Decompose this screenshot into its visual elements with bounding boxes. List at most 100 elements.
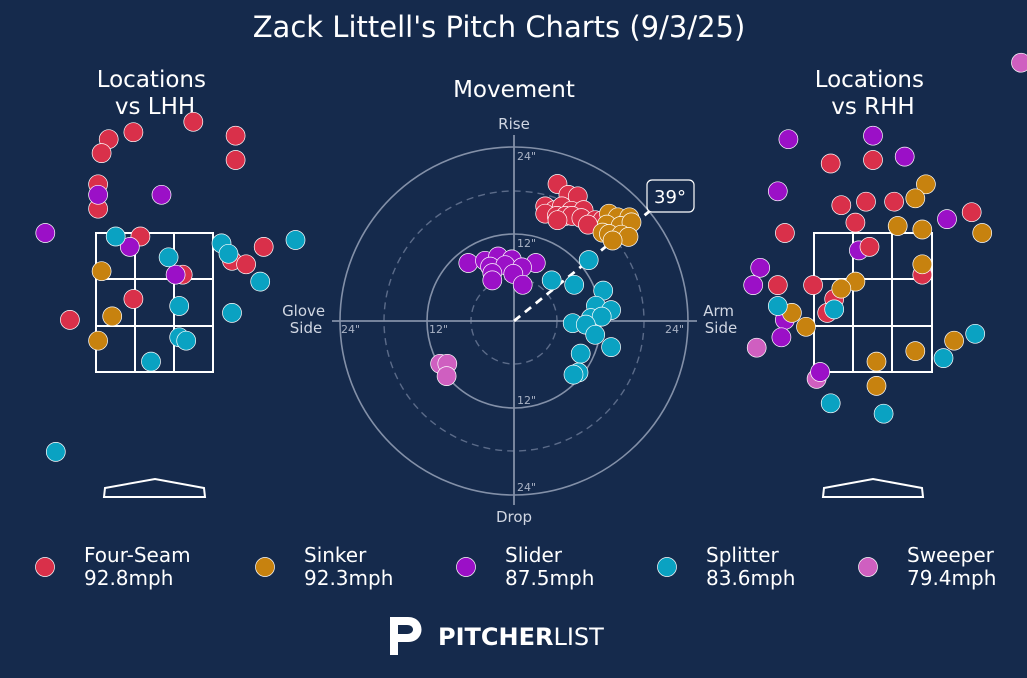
brand-wordmark: PITCHERLIST bbox=[438, 623, 604, 651]
drop-label: Drop bbox=[496, 508, 532, 526]
rhh-pitch-point bbox=[768, 276, 787, 295]
rhh-pitch-point bbox=[779, 130, 798, 149]
rhh-pitch-point bbox=[913, 220, 932, 239]
legend-pitch-speed: 87.5mph bbox=[505, 566, 594, 590]
figure-title: Zack Littell's Pitch Charts (9/3/25) bbox=[253, 10, 746, 44]
brand-pitcher: PITCHER bbox=[438, 623, 553, 651]
rhh-pitch-point bbox=[832, 196, 851, 215]
lhh-pitch-point bbox=[106, 227, 125, 246]
rhh-pitch-point bbox=[867, 376, 886, 395]
legend-pitch-name: Four-Seam bbox=[84, 543, 191, 567]
rhh-pitch-point bbox=[874, 404, 893, 423]
lhh-pitch-point bbox=[170, 297, 189, 316]
lhh-pitch-point bbox=[142, 352, 161, 371]
lhh-pitch-point bbox=[177, 331, 196, 350]
arm-side-line-2: Side bbox=[705, 319, 737, 337]
rhh-pitch-point bbox=[797, 317, 816, 336]
legend-pitch-name: Sinker bbox=[304, 543, 367, 567]
movement-pitch-point bbox=[603, 231, 622, 250]
rhh-pitch-point bbox=[825, 300, 844, 319]
glove-side-line-2: Side bbox=[290, 319, 322, 337]
rhh-panel-title: Locations vs RHH bbox=[815, 67, 932, 120]
movement-pitch-point bbox=[459, 254, 478, 273]
legend-marker bbox=[36, 558, 55, 577]
legend-pitch-speed: 92.3mph bbox=[304, 566, 393, 590]
lhh-pitch-point bbox=[60, 310, 79, 329]
movement-pitch-point bbox=[437, 367, 456, 386]
rhh-pitch-point bbox=[945, 331, 964, 350]
legend-marker bbox=[256, 558, 275, 577]
movement-pitch-point bbox=[542, 271, 561, 290]
rhh-pitch-point bbox=[768, 182, 787, 201]
legend-pitch-name: Slider bbox=[505, 543, 563, 567]
rhh-pitch-point bbox=[811, 363, 830, 382]
lhh-title-line-2: vs LHH bbox=[115, 94, 195, 120]
arm-side-line-1: Arm bbox=[703, 302, 734, 320]
rhh-pitch-point bbox=[1012, 53, 1027, 72]
rhh-pitch-point bbox=[768, 297, 787, 316]
rhh-pitch-point bbox=[772, 328, 791, 347]
rhh-pitch-point bbox=[832, 279, 851, 298]
rhh-pitch-point bbox=[888, 217, 907, 236]
lhh-pitch-point bbox=[166, 265, 185, 284]
movement-pitch-point bbox=[548, 211, 567, 230]
ring-label-bottom-24: 24" bbox=[517, 481, 536, 494]
lhh-pitch-point bbox=[237, 255, 256, 274]
ring-label-left-24: 24" bbox=[341, 323, 360, 336]
rhh-title-line-1: Locations bbox=[815, 67, 924, 93]
lhh-pitch-point bbox=[103, 307, 122, 326]
lhh-pitch-point bbox=[36, 224, 55, 243]
lhh-pitch-point bbox=[219, 244, 238, 263]
rhh-pitch-point bbox=[966, 324, 985, 343]
brand-list: LIST bbox=[553, 623, 604, 651]
lhh-title-line-1: Locations bbox=[97, 67, 206, 93]
rhh-pitch-point bbox=[821, 394, 840, 413]
legend-pitch-name: Sweeper bbox=[907, 543, 995, 567]
legend-pitch-speed: 83.6mph bbox=[706, 566, 795, 590]
ring-label-top-12: 12" bbox=[517, 237, 536, 250]
rhh-pitch-point bbox=[846, 213, 865, 232]
movement-pitch-point bbox=[513, 275, 532, 294]
rhh-pitch-point bbox=[751, 258, 770, 277]
legend-marker bbox=[859, 558, 878, 577]
rhh-pitch-point bbox=[864, 151, 883, 170]
rhh-title-line-2: vs RHH bbox=[831, 94, 914, 120]
lhh-pitch-point bbox=[159, 248, 178, 267]
movement-pitch-point bbox=[571, 344, 590, 363]
lhh-pitch-point bbox=[254, 237, 273, 256]
legend-marker bbox=[457, 558, 476, 577]
movement-pitch-point bbox=[564, 365, 583, 384]
rhh-pitch-point bbox=[804, 276, 823, 295]
lhh-pitch-point bbox=[89, 331, 108, 350]
movement-pitch-point bbox=[602, 338, 621, 357]
rhh-pitch-point bbox=[867, 352, 886, 371]
rhh-pitch-point bbox=[744, 276, 763, 295]
lhh-pitch-point bbox=[46, 442, 65, 461]
legend-pitch-speed: 92.8mph bbox=[84, 566, 173, 590]
rhh-pitch-point bbox=[857, 192, 876, 211]
lhh-pitch-point bbox=[251, 272, 270, 291]
ring-label-right-24: 24" bbox=[665, 323, 684, 336]
lhh-pitch-point bbox=[124, 290, 143, 309]
rhh-pitch-point bbox=[913, 255, 932, 274]
movement-pitch-point bbox=[586, 325, 605, 344]
rise-label: Rise bbox=[498, 115, 530, 133]
rhh-pitch-point bbox=[895, 147, 914, 166]
movement-pitch-point bbox=[565, 275, 584, 294]
lhh-pitch-point bbox=[226, 126, 245, 145]
rhh-pitch-point bbox=[934, 349, 953, 368]
legend-pitch-speed: 79.4mph bbox=[907, 566, 996, 590]
lhh-pitch-point bbox=[184, 112, 203, 131]
lhh-pitch-point bbox=[152, 185, 171, 204]
ring-label-top-24: 24" bbox=[517, 150, 536, 163]
lhh-pitch-point bbox=[226, 151, 245, 170]
rhh-pitch-point bbox=[906, 189, 925, 208]
legend-pitch-name: Splitter bbox=[706, 543, 779, 567]
rhh-pitch-point bbox=[860, 237, 879, 256]
ring-label-left-12: 12" bbox=[429, 323, 448, 336]
legend-marker bbox=[658, 558, 677, 577]
rhh-pitch-point bbox=[938, 210, 957, 229]
